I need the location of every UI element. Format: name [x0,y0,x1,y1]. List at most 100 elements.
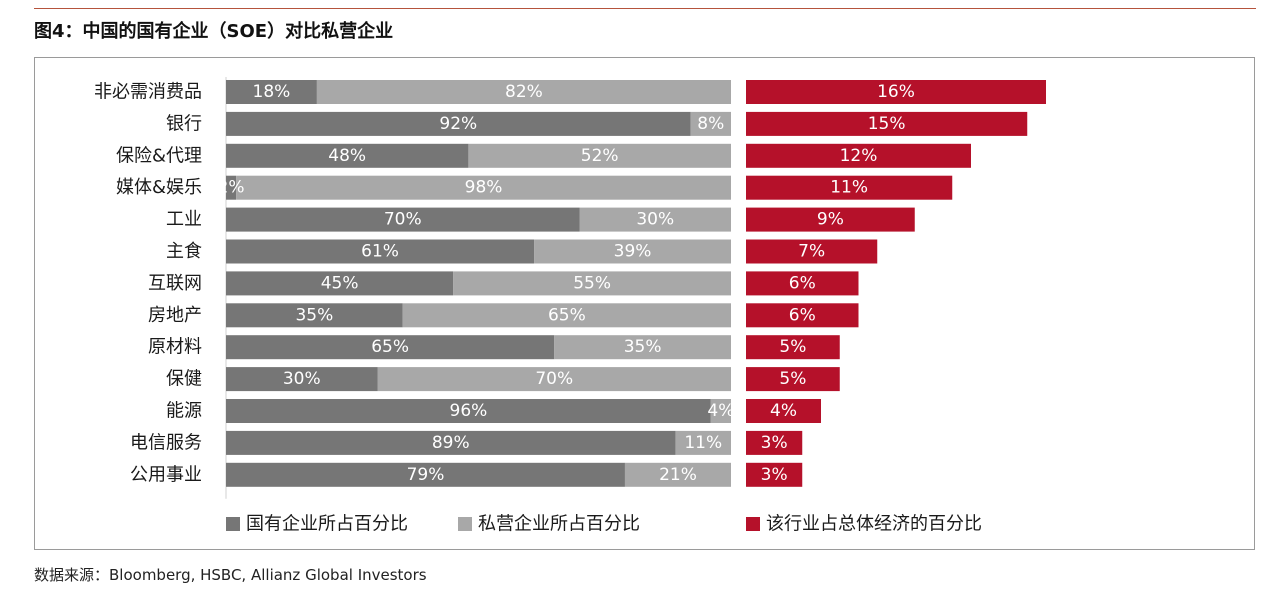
bar-soe [226,143,469,168]
value-label-share: 3% [761,433,788,453]
bar-share [746,207,915,232]
legend-swatch [746,517,760,531]
value-label-private: 30% [636,210,674,230]
value-label-private: 8% [697,114,724,134]
value-label-soe: 18% [253,82,291,102]
bar-share [746,271,859,296]
legend-label: 国有企业所占百分比 [246,514,408,535]
value-label-private: 70% [535,369,573,389]
category-label: 非必需消费品 [94,82,202,103]
bar-private [236,175,731,200]
bar-private [377,367,731,392]
value-label-share: 9% [817,210,844,230]
value-label-share: 6% [789,305,816,325]
bar-share [746,430,803,455]
legend-swatch [458,517,472,531]
value-label-share: 16% [877,82,915,102]
bar-soe [226,367,378,392]
top-rule [34,8,1256,9]
value-label-soe: 35% [295,305,333,325]
value-label-private: 82% [505,82,543,102]
source-note: 数据来源：Bloomberg, HSBC, Allianz Global Inv… [34,566,427,584]
chart-frame [34,57,1255,550]
bar-share [746,143,971,168]
value-label-soe: 45% [321,273,359,293]
category-label: 互联网 [148,273,202,294]
value-label-private: 35% [624,337,662,357]
value-label-soe: 2% [218,178,245,198]
category-label: 媒体&娱乐 [116,177,202,198]
value-label-soe: 70% [384,210,422,230]
bar-private [402,303,731,328]
category-label: 电信服务 [130,432,202,453]
bar-private [675,430,731,455]
legend-swatch [226,517,240,531]
bar-share [746,111,1028,136]
value-label-share: 15% [868,114,906,134]
category-label: 公用事业 [130,464,202,485]
value-label-private: 52% [581,146,619,166]
chart-svg: 非必需消费品 18% 82% 16% 银行 92% 8% 15% 保险&代理 48% 52% 12% 媒… [94,77,1046,535]
bar-share [746,80,1046,104]
bar-private [710,399,731,423]
bar-share [746,175,953,200]
value-label-share: 7% [798,242,825,262]
category-label: 能源 [166,401,202,422]
value-label-private: 39% [614,242,652,262]
bar-soe [226,335,555,360]
bar-soe [226,303,403,328]
bar-share [746,335,840,360]
value-label-share: 5% [779,369,806,389]
value-label-private: 55% [573,273,611,293]
figure-title: 图4：中国的国有企业（SOE）对比私营企业 [34,21,394,42]
value-label-share: 12% [840,146,878,166]
category-label: 房地产 [148,305,202,326]
category-label: 原材料 [148,337,202,358]
value-label-soe: 65% [371,337,409,357]
bar-private [554,335,731,360]
bar-soe [226,111,691,136]
bar-soe [226,207,580,232]
category-label: 工业 [166,209,202,230]
bar-private [690,111,731,136]
bar-soe [226,271,454,296]
bar-soe [226,239,535,264]
value-label-share: 4% [770,401,797,421]
bar-soe [226,430,676,455]
category-label: 保健 [166,369,202,390]
value-label-soe: 89% [432,433,470,453]
bar-share [746,367,840,392]
bar-share [746,399,821,423]
legend-label: 该行业占总体经济的百分比 [766,514,982,535]
category-label: 银行 [166,113,202,134]
bar-private [579,207,731,232]
value-label-share: 11% [830,178,868,198]
value-label-share: 5% [779,337,806,357]
value-label-share: 6% [789,273,816,293]
bar-private [534,239,731,264]
bar-soe [226,399,711,423]
bar-private [468,143,731,168]
category-label: 保险&代理 [116,145,202,166]
bar-share [746,303,859,328]
value-label-private: 21% [659,465,697,485]
bar-private [316,80,731,104]
bar-soe [226,462,625,487]
value-label-share: 3% [761,465,788,485]
value-label-soe: 30% [283,369,321,389]
value-label-private: 4% [707,401,734,421]
value-label-soe: 92% [439,114,477,134]
category-label: 主食 [166,241,202,262]
value-label-soe: 48% [328,146,366,166]
bar-private [624,462,731,487]
bar-share [746,462,803,487]
value-label-private: 98% [465,178,503,198]
value-label-soe: 96% [450,401,488,421]
bar-soe [226,175,237,200]
value-label-private: 65% [548,305,586,325]
value-label-private: 11% [684,433,722,453]
value-label-soe: 79% [407,465,445,485]
bar-soe [226,80,317,104]
legend-label: 私营企业所占百分比 [478,514,640,535]
bar-share [746,239,878,264]
